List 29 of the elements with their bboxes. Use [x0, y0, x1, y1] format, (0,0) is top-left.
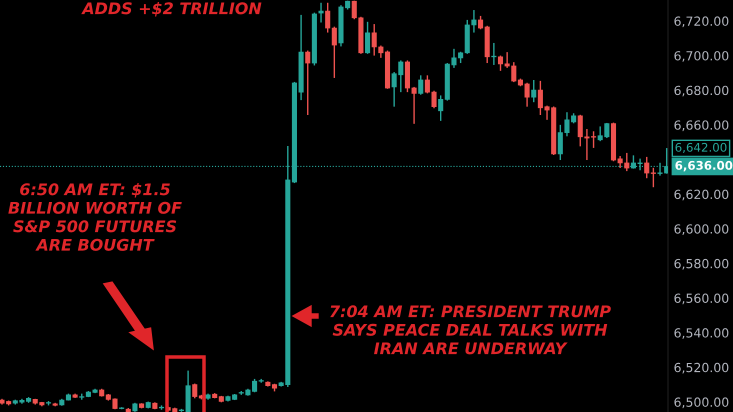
ref-line-label: 6,636.00 [675, 160, 732, 172]
candlestick [438, 94, 444, 122]
y-tick-label: 6,620.00 [674, 190, 728, 200]
candlestick [398, 60, 404, 93]
candlestick [325, 2, 330, 34]
candlestick [332, 26, 337, 79]
y-tick-label: 6,700.00 [674, 51, 728, 62]
y-tick-label: 6,580.00 [674, 258, 728, 270]
annotation: 7:04 AM ET: PRESIDENT TRUMP SAYS PEACE DEAL TALKS WITH IRAN ARE UNDERWAY [330, 305, 611, 354]
candlestick [392, 71, 397, 108]
y-tick-label: 6,600.00 [674, 224, 728, 235]
annotation: 6:50 AM ET: $1.5 BILLION WORTH OF S&P 500 FUTURES ARE BOUGHT [8, 183, 182, 251]
y-tick-label: 6,680.00 [674, 86, 728, 96]
candlestick [418, 74, 424, 96]
y-tick-label: 6,500.00 [674, 397, 728, 408]
y-tick-label: 6,560.00 [674, 294, 728, 304]
candlestick [365, 21, 370, 55]
y-tick-label: 6,660.00 [674, 120, 728, 132]
y-tick-label: 6,520.00 [674, 362, 728, 374]
candlestick [318, 2, 324, 24]
y-tick-label: 6,540.00 [674, 328, 728, 339]
candlestick [598, 126, 603, 142]
candlestick [604, 122, 610, 139]
annotation: ADDS +$2 TRILLION [81, 2, 262, 16]
candlestick [305, 50, 310, 116]
text: 6,642.00 [676, 142, 726, 153]
candlestick [531, 79, 536, 103]
candlestick [132, 402, 138, 412]
y-tick-label: 6,720.00 [674, 16, 728, 28]
